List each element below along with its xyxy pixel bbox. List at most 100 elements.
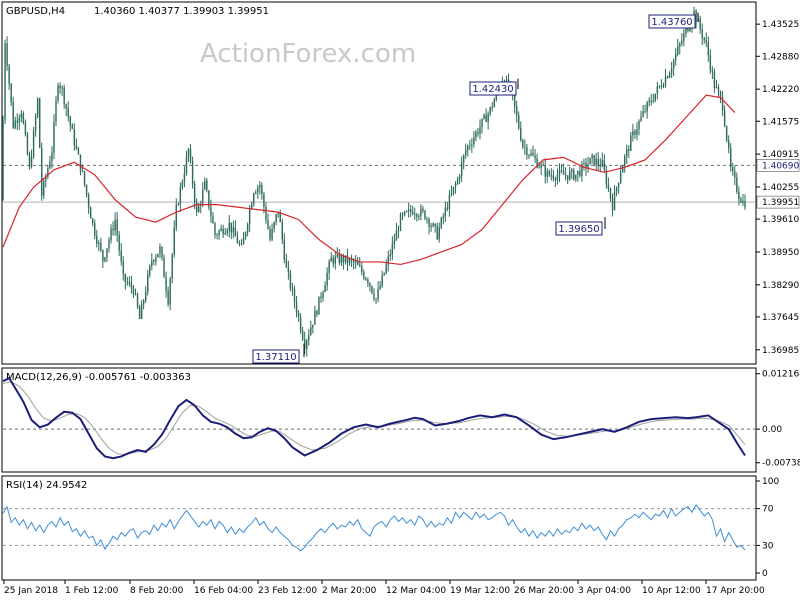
- candle-body: [306, 340, 308, 350]
- candle-body: [75, 145, 78, 149]
- candle-body: [522, 140, 524, 147]
- candle-body: [371, 286, 373, 293]
- candle-body: [515, 106, 518, 116]
- candle-body: [703, 37, 705, 41]
- candle-body: [442, 216, 445, 218]
- candle-body: [644, 111, 646, 113]
- candle-body: [485, 114, 487, 123]
- time-tick-label: 17 Apr 20:00: [706, 586, 765, 596]
- candle-body: [689, 26, 691, 32]
- rsi-tick-label: 30: [762, 541, 774, 551]
- candle-body: [711, 70, 714, 72]
- candle-body: [670, 68, 673, 74]
- candle-body: [446, 207, 449, 210]
- candle-body: [240, 243, 243, 245]
- candle-body: [236, 236, 239, 244]
- candle-body: [242, 237, 245, 245]
- candle-body: [191, 161, 194, 185]
- candle-body: [434, 223, 436, 227]
- candle-body: [452, 186, 455, 193]
- candle-body: [28, 154, 31, 167]
- candle-body: [83, 171, 86, 185]
- candle-body: [646, 102, 648, 112]
- symbol-label: GBPUSD,H4: [6, 6, 65, 17]
- candle-body: [420, 208, 422, 217]
- candle-body: [583, 162, 585, 164]
- candle-body: [314, 310, 316, 325]
- candle-body: [120, 250, 122, 262]
- candle-body: [487, 113, 489, 123]
- candle-body: [536, 158, 538, 168]
- candle-body: [695, 10, 697, 22]
- price-tick-label: 1.41575: [762, 117, 799, 127]
- candle-body: [179, 187, 182, 205]
- candle-body: [22, 113, 25, 124]
- candle-body: [220, 228, 222, 231]
- price-tick-label: 1.43525: [762, 20, 799, 30]
- candle-body: [332, 257, 334, 264]
- candle-body: [189, 148, 192, 162]
- candle-body: [660, 85, 663, 87]
- candle-body: [493, 99, 495, 108]
- annotation-box: [252, 349, 300, 364]
- candle-body: [491, 107, 493, 108]
- candle-body: [734, 171, 736, 178]
- candle-body: [185, 156, 188, 174]
- time-tick-label: 12 Mar 04:00: [386, 586, 446, 596]
- candle-body: [297, 312, 300, 317]
- candle-body: [53, 121, 55, 153]
- candle-body: [513, 94, 516, 107]
- candle-body: [91, 218, 94, 224]
- candle-body: [587, 164, 589, 169]
- candle-body: [89, 207, 92, 219]
- candle-body: [16, 120, 18, 123]
- candle-body: [650, 100, 652, 102]
- candle-body: [126, 281, 129, 283]
- candle-body: [460, 162, 463, 177]
- candle-body: [432, 223, 434, 227]
- candle-body: [456, 179, 459, 184]
- candle-body: [116, 219, 118, 235]
- candle-body: [59, 85, 61, 89]
- reference-level-label: 1.40690: [762, 161, 799, 171]
- candle-body: [330, 257, 332, 262]
- rsi-panel: RSI(14) 24.9542 100 70 30 0: [1, 475, 779, 581]
- candle-body: [293, 288, 296, 303]
- time-tick-label: 10 Apr 12:00: [642, 586, 701, 596]
- candle-body: [108, 240, 110, 249]
- candle-body: [473, 137, 475, 145]
- candle-body: [149, 265, 151, 275]
- candle-body: [409, 209, 412, 212]
- candle-body: [450, 192, 453, 195]
- candle-body: [705, 40, 707, 43]
- candle-body: [369, 282, 371, 287]
- candle-body: [721, 97, 724, 111]
- candle-body: [112, 228, 114, 231]
- candle-body: [621, 166, 624, 173]
- current-price-badge: [756, 195, 800, 209]
- candle-body: [151, 260, 153, 266]
- candle-body: [226, 230, 228, 233]
- candle-body: [10, 83, 12, 103]
- candle-body: [216, 234, 218, 236]
- candle-body: [518, 115, 520, 129]
- candle-body: [389, 254, 392, 257]
- candle-body: [560, 170, 563, 172]
- macd-title: MACD(12,26,9) -0.005761 -0.003363: [6, 372, 191, 383]
- price-tick-label: 1.38290: [762, 281, 799, 291]
- candle-body: [279, 212, 281, 223]
- candle-body: [350, 259, 353, 261]
- candle-body: [281, 222, 283, 240]
- time-axis: 25 Jan 2018 1 Feb 12:00 8 Feb 20:00 16 Feb …: [3, 580, 765, 596]
- price-tick-label: 1.42220: [762, 85, 799, 95]
- candle-body: [615, 187, 618, 192]
- candle-body: [169, 278, 171, 305]
- candle-body: [20, 113, 23, 118]
- candle-body: [173, 227, 175, 255]
- candle-body: [8, 66, 10, 84]
- candle-body: [475, 131, 477, 138]
- annotation-box: [555, 221, 603, 236]
- candle-body: [51, 152, 53, 162]
- candle-body: [102, 250, 104, 261]
- candle-body: [597, 158, 599, 165]
